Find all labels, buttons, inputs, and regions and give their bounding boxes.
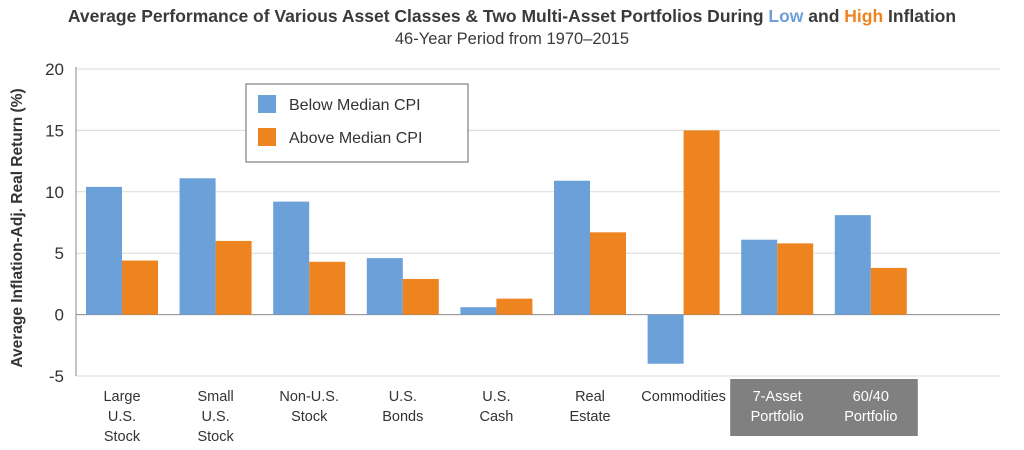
bar-below-median xyxy=(834,215,871,315)
title-high-word: High xyxy=(844,6,884,26)
x-category-label: Small xyxy=(197,389,233,405)
legend-frame xyxy=(245,83,469,163)
y-axis-label: Average Inflation-Adj. Real Return (%) xyxy=(9,88,26,367)
bar-below-median xyxy=(647,314,684,364)
chart-header: Average Performance of Various Asset Cla… xyxy=(0,6,1024,49)
y-tick-label: 5 xyxy=(55,244,64,263)
y-tick-label: 0 xyxy=(55,306,64,325)
y-tick-labels: 20 15 10 5 0 -5 xyxy=(45,60,64,386)
bar-above-median xyxy=(777,243,814,315)
title-suffix: Inflation xyxy=(883,6,957,26)
y-tick-label: 10 xyxy=(45,183,64,202)
x-category-label: Estate xyxy=(569,409,610,425)
x-category-label: U.S. xyxy=(482,389,510,405)
bar-above-median xyxy=(590,232,626,315)
legend-swatch-below xyxy=(258,95,276,113)
bar-below-median xyxy=(554,180,590,315)
bar-below-median xyxy=(179,178,216,315)
x-category-label: Large xyxy=(103,389,140,405)
x-category-label: Commodities xyxy=(641,389,726,405)
bar-above-median xyxy=(122,260,158,315)
legend-swatch-above xyxy=(258,128,276,146)
bar-above-median xyxy=(402,278,439,315)
x-category-label: U.S. xyxy=(108,409,136,425)
y-tick-label: 20 xyxy=(45,60,64,79)
y-tick-label: -5 xyxy=(49,367,64,386)
x-category-label: Stock xyxy=(197,429,234,445)
x-category-label: U.S. xyxy=(389,389,417,405)
bar-above-median xyxy=(496,298,533,315)
category-labels: Large U.S. Stock Small U.S. Stock Non-U.S. Stoc… xyxy=(103,379,918,445)
x-category-label: Bonds xyxy=(382,409,423,425)
x-category-label: Stock xyxy=(104,429,141,445)
x-category-label: Real xyxy=(575,389,605,405)
x-category-label: U.S. xyxy=(201,409,229,425)
bar-below-median xyxy=(366,258,403,315)
bars xyxy=(86,130,907,364)
title-prefix: Average Performance of Various Asset Cla… xyxy=(67,6,769,26)
x-category-label: 60/40 xyxy=(853,389,889,405)
bar-below-median xyxy=(86,186,122,315)
legend-label-below: Below Median CPI xyxy=(289,97,421,114)
x-category-label: Portfolio xyxy=(751,409,804,425)
bar-below-median xyxy=(460,307,497,315)
chart-title: Average Performance of Various Asset Cla… xyxy=(0,6,1024,27)
title-and: and xyxy=(803,6,845,26)
title-low-word: Low xyxy=(768,6,804,26)
x-category-label: Portfolio xyxy=(844,409,897,425)
bar-above-median xyxy=(683,130,720,315)
legend-label-above: Above Median CPI xyxy=(289,130,422,147)
chart-subtitle: 46-Year Period from 1970–2015 xyxy=(394,30,630,48)
bar-below-median xyxy=(741,239,778,315)
bar-above-median xyxy=(309,261,346,315)
x-category-label: Cash xyxy=(479,409,513,425)
portfolio-label-box xyxy=(730,379,825,436)
bar-above-median xyxy=(215,240,252,315)
legend: Below Median CPI Above Median CPI xyxy=(245,83,469,163)
x-category-label: Stock xyxy=(291,409,328,425)
x-category-label: Non-U.S. xyxy=(279,389,339,405)
portfolio-label-box xyxy=(823,379,918,436)
bar-above-median xyxy=(870,267,907,315)
x-category-label: 7-Asset xyxy=(753,389,802,405)
y-tick-label: 15 xyxy=(45,121,64,140)
bar-below-median xyxy=(273,201,310,315)
